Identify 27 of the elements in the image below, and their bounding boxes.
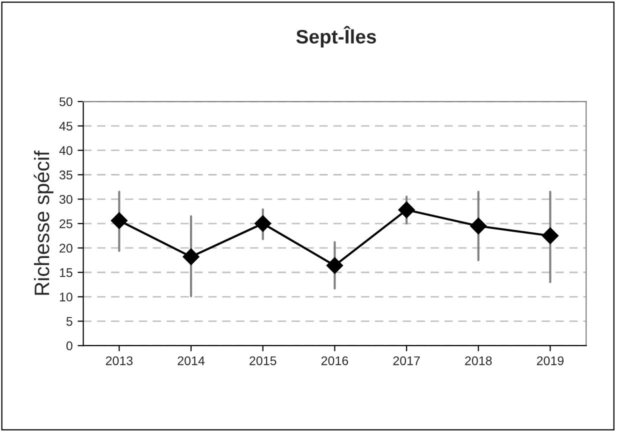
point: [326, 257, 344, 274]
y-tick-label: 5: [66, 317, 72, 326]
chart-title: Sept-Îles: [296, 26, 376, 48]
x-tick-label: 2019: [536, 356, 564, 366]
point: [398, 202, 415, 218]
point: [182, 248, 200, 266]
x-tick-label: 2016: [321, 356, 348, 366]
point: [542, 227, 559, 244]
x-tick-label: 2013: [106, 356, 133, 366]
y-axis-title: Richesse spécif: [34, 150, 54, 295]
y-tick-label: 45: [59, 122, 72, 131]
y-tick-label: 10: [60, 292, 72, 302]
y-tick-label: 50: [59, 97, 72, 106]
y-tick-label: 20: [60, 244, 72, 253]
y-tick-label: 30: [59, 194, 72, 204]
y-tick-label: 25: [60, 219, 72, 228]
y-tick-label: 40: [59, 146, 72, 155]
y-tick-label: 35: [59, 170, 72, 180]
point: [470, 218, 487, 234]
y-tick-label: 15: [60, 268, 72, 278]
y-tick-label: 0: [66, 341, 72, 350]
x-tick-label: 2015: [250, 356, 276, 366]
point: [110, 212, 128, 230]
point: [254, 215, 272, 232]
x-tick-label: 2018: [465, 356, 492, 366]
x-tick-label: 2014: [178, 356, 205, 366]
x-tick-label: 2017: [393, 356, 420, 366]
